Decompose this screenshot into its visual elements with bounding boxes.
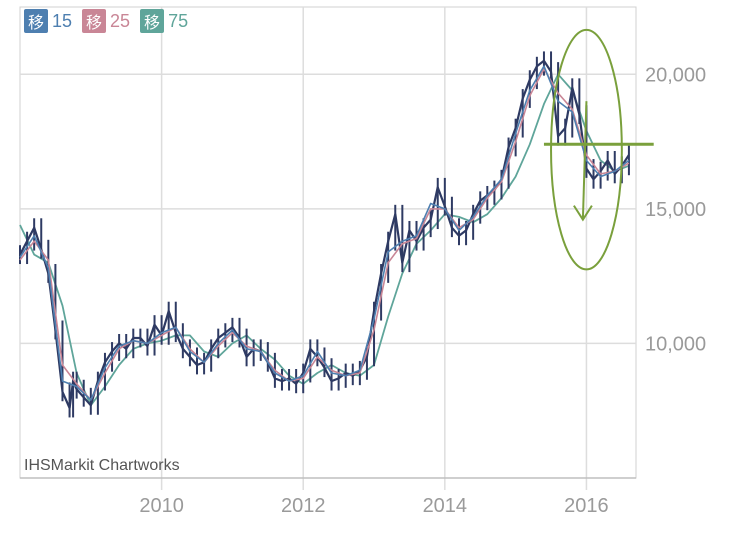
legend-value-ma75: 75 — [168, 10, 189, 31]
x-tick-label: 2016 — [564, 495, 609, 517]
legend-swatch-ma25: 移 — [82, 9, 107, 33]
legend-item-ma15[interactable]: 移 15 — [24, 9, 72, 33]
legend-swatch-ma75: 移 — [140, 9, 165, 33]
legend-value-ma15: 15 — [52, 10, 73, 31]
y-tick-label: 20,000 — [645, 64, 706, 86]
series-line-ma15 — [19, 65, 630, 401]
chart-watermark: IHSMarkit Chartworks — [24, 457, 180, 474]
legend-item-ma75[interactable]: 移 75 — [140, 9, 188, 33]
moving-average-legend: 移 15 移 25 移 75 — [24, 9, 188, 33]
legend-value-ma25: 25 — [110, 10, 131, 31]
x-tick-label: 2014 — [423, 495, 468, 517]
legend-item-ma25[interactable]: 移 25 — [82, 9, 130, 33]
annotation-arrow-shaft — [581, 101, 588, 220]
annotation-arrow-head — [573, 205, 593, 222]
plot-frame — [19, 6, 637, 479]
annotation-ellipse — [550, 28, 623, 271]
y-tick-label: 15,000 — [645, 199, 706, 221]
x-tick-label: 2010 — [139, 495, 184, 517]
y-tick-label: 10,000 — [645, 333, 706, 355]
series-line-price — [19, 59, 630, 410]
legend-swatch-ma15: 移 — [24, 9, 48, 33]
x-tick-label: 2012 — [281, 495, 326, 517]
